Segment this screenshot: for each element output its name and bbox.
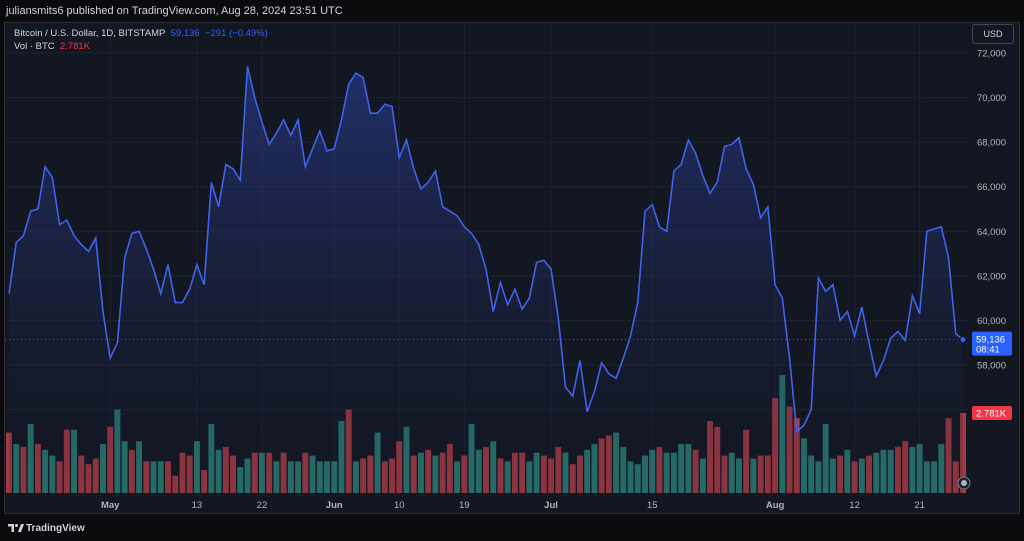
symbol-row[interactable]: Bitcoin / U.S. Dollar, 1D, BITSTAMP 59,1… [14, 27, 268, 40]
volume-badge-value: 2.781K [976, 408, 1007, 419]
footer: TradingView [0, 515, 1024, 541]
currency-button[interactable]: USD [972, 24, 1014, 44]
price-line [8, 66, 964, 434]
price-change: −291 (−0.49%) [204, 28, 268, 39]
x-tick-label: 22 [257, 500, 268, 511]
volume-badge [972, 405, 1012, 420]
price-axis[interactable]: 56,00058,00060,00062,00064,00066,00068,0… [977, 49, 1006, 417]
x-tick-label: Aug [766, 500, 785, 511]
y-tick-label: 60,000 [977, 316, 1006, 327]
price-badge-value: 59,136 [976, 335, 1005, 346]
y-tick-label: 62,000 [977, 271, 1006, 282]
y-tick-label: 64,000 [977, 227, 1006, 238]
y-tick-label: 72,000 [977, 49, 1006, 60]
x-tick-label: 12 [849, 500, 860, 511]
x-tick-label: 21 [914, 500, 925, 511]
x-tick-label: May [101, 500, 120, 511]
axis-badges: 59,136 08:41 2.781K [972, 331, 1012, 420]
publish-info: juliansmits6 published on TradingView.co… [6, 5, 343, 17]
x-tick-label: 13 [192, 500, 203, 511]
tradingview-brand: TradingView [26, 523, 85, 534]
last-point-marker [959, 336, 967, 344]
y-tick-label: 58,000 [977, 360, 1006, 371]
volume-label: Vol · BTC [14, 41, 55, 52]
scroll-to-realtime-icon[interactable] [957, 476, 971, 490]
countdown-value: 08:41 [976, 345, 1000, 356]
x-tick-label: 15 [647, 500, 658, 511]
price-badge [972, 331, 1012, 356]
x-tick-label: Jul [544, 500, 558, 511]
x-tick-label: 19 [459, 500, 470, 511]
y-tick-label: 70,000 [977, 93, 1006, 104]
x-tick-label: Jun [326, 500, 343, 511]
time-axis[interactable]: May 13 22 Jun 10 19 Jul 15 Aug 12 21 [101, 500, 925, 511]
last-price: 59,136 [170, 28, 200, 39]
price-area-fill [9, 66, 963, 494]
publish-header: juliansmits6 published on TradingView.co… [0, 0, 1024, 22]
chart-legend: Bitcoin / U.S. Dollar, 1D, BITSTAMP 59,1… [14, 27, 268, 53]
last-point-dot [959, 336, 967, 344]
volume-value: 2.781K [59, 41, 91, 52]
y-tick-label: 66,000 [977, 182, 1006, 193]
y-tick-label: 68,000 [977, 138, 1006, 149]
x-tick-label: 10 [394, 500, 405, 511]
tradingview-logo-icon [8, 524, 24, 532]
volume-row[interactable]: Vol · BTC 2.781K [14, 40, 268, 53]
symbol-title: Bitcoin / U.S. Dollar, 1D, BITSTAMP [14, 28, 166, 39]
